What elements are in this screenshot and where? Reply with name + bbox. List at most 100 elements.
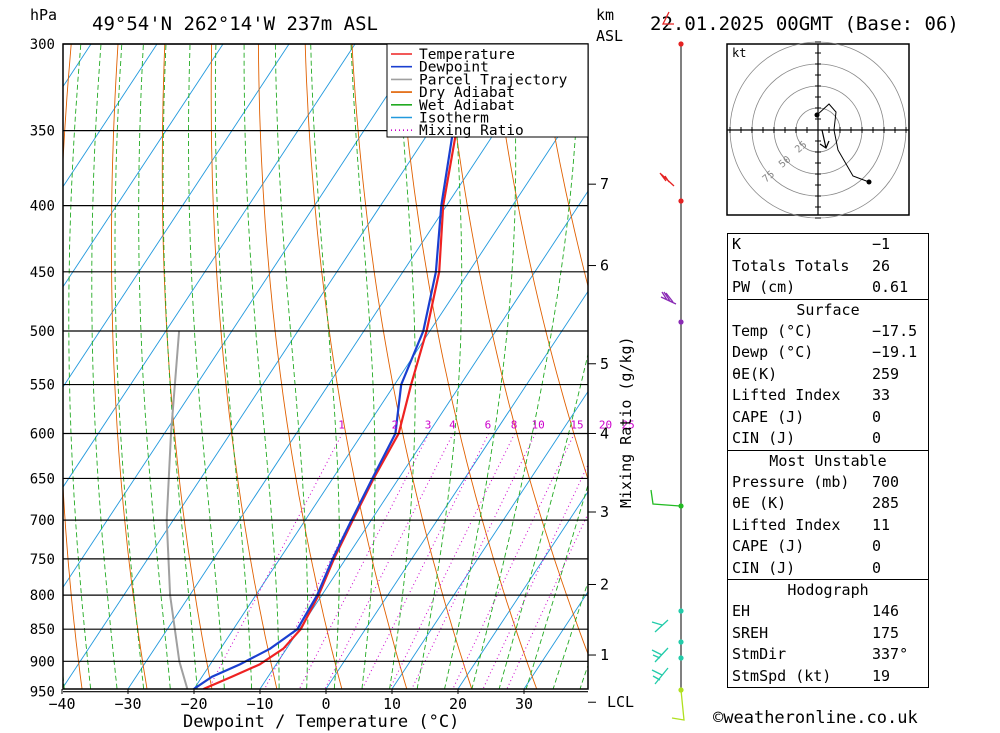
dry-adiabat-line [3, 44, 24, 721]
index-value: 700 [872, 472, 900, 491]
pressure-tick-label: 750 [30, 552, 55, 568]
legend-label: Mixing Ratio [419, 123, 524, 139]
mixing-ratio-line [324, 433, 454, 689]
index-value: 259 [872, 364, 900, 383]
mixing-ratio-label: 2 [392, 418, 399, 431]
wind-level-dot [678, 639, 684, 645]
index-label: Temp (°C) [732, 321, 814, 340]
mixing-ratio-label: 20 [599, 418, 612, 431]
isotherm-line [325, 290, 588, 689]
wet-adiabat-line [114, 44, 145, 689]
dry-adiabat-line [960, 44, 1000, 721]
mixing-ratio-line [389, 433, 516, 689]
pressure-tick-label: 550 [30, 378, 55, 394]
most-unstable-title: Most Unstable [769, 451, 887, 470]
index-value: 33 [872, 386, 891, 404]
km-tick-label: 3 [600, 503, 609, 521]
index-label: K [732, 235, 742, 253]
index-label: PW (cm) [732, 278, 796, 296]
dry-adiabat-line [538, 44, 588, 288]
mixing-ratio-label: 4 [449, 418, 456, 431]
legend-box [386, 43, 589, 138]
legend-label: Wet Adiabat [419, 98, 515, 114]
km-tick-label: 1 [600, 646, 609, 664]
series-parcel-trajectory-line [165, 330, 189, 689]
index-value: 175 [872, 623, 900, 642]
site-link[interactable]: weatheronline.co.uk [723, 708, 918, 728]
general-indices: K −1 Totals Totals 26 PW (cm) 0.61 [728, 234, 928, 299]
index-label: CAPE (J) [732, 407, 805, 426]
index-row: θE (K) 285 [728, 493, 928, 515]
wind-barb [671, 689, 685, 721]
wind-level-dot [678, 608, 684, 614]
wind-barb [659, 172, 675, 187]
wind-profile-column [650, 11, 685, 721]
index-row: Pressure (mb) 700 [728, 472, 928, 494]
index-row: CAPE (J) 0 [728, 407, 928, 429]
km-tick-label: 7 [600, 175, 609, 193]
wind-barb [660, 291, 677, 305]
index-value: 337° [872, 645, 909, 663]
index-label: Dewp (°C) [732, 343, 814, 361]
wind-barb [651, 619, 669, 633]
x-tick-label: −10 [246, 695, 273, 713]
wet-adiabat-line [162, 44, 198, 689]
index-value: 0 [872, 407, 882, 426]
index-value: 0 [872, 558, 882, 577]
wind-level-dot [678, 319, 684, 325]
hodograph-end-point [866, 179, 872, 185]
mixing-ratio-line [361, 433, 490, 689]
index-label: θE(K) [732, 364, 778, 383]
wet-adiabat-line [552, 580, 588, 689]
isotherm-line [63, 44, 158, 188]
mixing-ratio-label: 25 [622, 418, 635, 431]
dry-adiabat-line [445, 44, 588, 656]
index-label: StmDir [732, 645, 787, 663]
index-label: EH [732, 602, 751, 620]
dry-adiabat-line [491, 44, 588, 481]
isotherm-line [523, 591, 588, 689]
mixing-ratio-label: 15 [570, 418, 583, 431]
index-value: −1 [872, 235, 891, 253]
x-tick-label: 10 [383, 695, 401, 713]
index-label: Lifted Index [732, 386, 841, 404]
pressure-tick-label: 950 [30, 685, 55, 701]
x-tick-label: 20 [449, 695, 467, 713]
isotherm-line [0, 5, 51, 720]
index-row: EH 146 [728, 601, 928, 623]
copyright-icon: © [713, 708, 724, 728]
index-row: CAPE (J) 0 [728, 536, 928, 558]
pressure-tick-label: 850 [30, 622, 55, 638]
x-tick-label: −40 [48, 695, 75, 713]
wind-level-dot [678, 503, 684, 509]
wind-level-dot [678, 655, 684, 661]
hodograph-indices: Hodograph EH 146 SREH 175 StmDir 337° StmSpd (… [728, 579, 928, 687]
index-label: θE (K) [732, 494, 787, 512]
isotherm-line [457, 490, 588, 689]
hodograph-title: Hodograph [787, 581, 869, 599]
index-row: PW (cm) 0.61 [728, 277, 928, 299]
mixing-ratio-line [298, 433, 430, 689]
wind-barb [650, 489, 681, 507]
dry-adiabat-line [63, 44, 83, 689]
km-tick-label: 2 [600, 575, 609, 593]
km-tick-label: 5 [600, 355, 609, 373]
index-row: StmSpd (kt) 19 [728, 666, 928, 688]
isotherm-line [63, 44, 224, 288]
index-row: Totals Totals 26 [728, 256, 928, 278]
dry-adiabat-line [161, 44, 213, 689]
wind-barb [651, 647, 669, 663]
pressure-tick-label: 650 [30, 471, 55, 487]
location-title: 49°54'N 262°14'W 237m ASL [92, 13, 378, 35]
footer-credit[interactable]: ©weatheronline.co.uk [713, 708, 918, 728]
km-tick-label: LCL [607, 693, 634, 711]
pressure-tick-label: 900 [30, 654, 55, 670]
index-row: Dewp (°C) −19.1 [728, 342, 928, 364]
km-label: km [596, 6, 614, 24]
isotherm-line [391, 390, 588, 689]
hodograph-trace [816, 103, 870, 183]
km-tick-label: 4 [600, 424, 609, 442]
index-value: 285 [872, 494, 900, 512]
pressure-tick-label: 500 [30, 324, 55, 340]
